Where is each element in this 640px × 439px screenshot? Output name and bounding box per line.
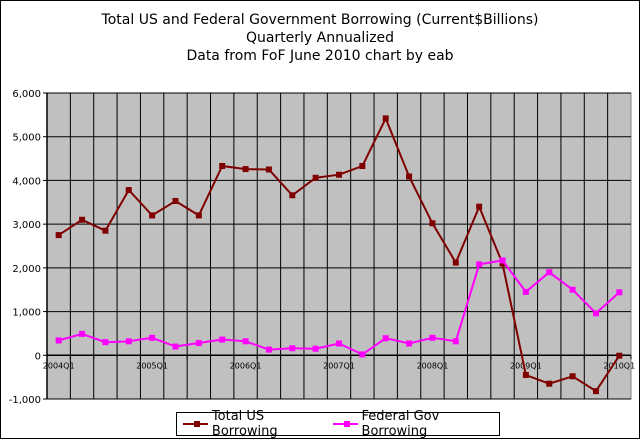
data-point-total bbox=[569, 373, 576, 380]
data-point-federal bbox=[289, 345, 296, 352]
data-point-federal bbox=[125, 338, 132, 345]
data-point-total bbox=[195, 212, 202, 219]
x-tick-label: 2009Q1 bbox=[510, 361, 542, 370]
y-tick-label: 3,000 bbox=[12, 220, 41, 231]
x-tick-label: 2010Q1 bbox=[603, 361, 635, 370]
chart-title: Total US and Federal Government Borrowin… bbox=[101, 12, 539, 28]
data-point-total bbox=[172, 197, 179, 204]
data-point-federal bbox=[79, 330, 86, 337]
data-point-federal bbox=[149, 334, 156, 341]
y-tick-label: 0 bbox=[35, 351, 41, 362]
y-tick-label: 1,000 bbox=[12, 308, 41, 319]
chart-legend: Total US Borrowing Federal Gov Borrowing bbox=[176, 409, 500, 439]
data-point-total bbox=[429, 220, 436, 227]
data-point-federal bbox=[499, 257, 506, 264]
x-tick-label: 2007Q1 bbox=[323, 361, 355, 370]
data-point-total bbox=[499, 260, 506, 267]
data-point-total bbox=[476, 203, 483, 210]
data-point-total bbox=[359, 163, 366, 170]
data-point-federal bbox=[172, 343, 179, 350]
data-point-federal bbox=[312, 345, 319, 352]
data-point-federal bbox=[359, 351, 366, 358]
data-point-total bbox=[312, 174, 319, 181]
data-point-total bbox=[219, 163, 226, 170]
data-point-total bbox=[406, 173, 413, 180]
data-point-total bbox=[242, 166, 249, 173]
data-point-federal bbox=[102, 339, 109, 346]
data-point-total bbox=[336, 171, 342, 178]
data-point-federal bbox=[406, 340, 413, 347]
data-point-total bbox=[265, 166, 272, 173]
data-point-federal bbox=[195, 340, 202, 347]
legend-marker-total bbox=[183, 421, 208, 427]
chart-subtitle-2: Data from FoF June 2010 chart by eab bbox=[186, 48, 454, 64]
y-tick-label: -1,000 bbox=[9, 395, 41, 406]
data-point-federal bbox=[242, 338, 249, 345]
y-tick-label: 2,000 bbox=[12, 264, 41, 275]
legend-item-total: Total US Borrowing bbox=[183, 409, 321, 439]
data-point-total bbox=[55, 232, 62, 239]
data-point-federal bbox=[382, 335, 389, 342]
data-point-total bbox=[452, 259, 459, 266]
plot-area bbox=[46, 92, 632, 400]
legend-item-federal: Federal Gov Borrowing bbox=[332, 409, 493, 439]
data-point-federal bbox=[429, 334, 436, 341]
legend-marker-federal bbox=[332, 421, 358, 427]
legend-label-total: Total US Borrowing bbox=[211, 409, 278, 439]
legend-label-federal: Federal Gov Borrowing bbox=[361, 409, 440, 439]
data-point-federal bbox=[522, 288, 529, 295]
data-point-total bbox=[382, 115, 389, 122]
y-tick-label: 5,000 bbox=[12, 133, 41, 144]
y-tick-label: 6,000 bbox=[12, 89, 41, 100]
data-point-federal bbox=[265, 346, 272, 353]
data-point-total bbox=[522, 371, 529, 378]
data-point-total bbox=[592, 388, 599, 395]
data-point-total bbox=[289, 192, 296, 199]
x-tick-label: 2004Q1 bbox=[43, 361, 75, 370]
data-point-federal bbox=[55, 337, 62, 344]
data-point-federal bbox=[219, 336, 226, 343]
data-point-total bbox=[149, 212, 156, 219]
data-point-federal bbox=[616, 289, 623, 296]
data-point-federal bbox=[476, 261, 483, 268]
data-point-total bbox=[125, 187, 132, 194]
data-point-total bbox=[616, 352, 623, 359]
x-tick-label: 2008Q1 bbox=[417, 361, 449, 370]
data-point-federal bbox=[592, 310, 599, 317]
data-point-federal bbox=[569, 286, 576, 293]
data-point-total bbox=[102, 227, 109, 234]
x-tick-label: 2005Q1 bbox=[136, 361, 168, 370]
data-point-federal bbox=[452, 338, 459, 345]
chart-subtitle-1: Quarterly Annualized bbox=[245, 30, 395, 46]
data-point-total bbox=[546, 380, 553, 387]
data-point-federal bbox=[546, 269, 553, 276]
data-point-total bbox=[79, 216, 86, 223]
y-tick-label: 4,000 bbox=[12, 176, 41, 187]
x-tick-label: 2006Q1 bbox=[230, 361, 262, 370]
data-point-federal bbox=[336, 340, 342, 347]
